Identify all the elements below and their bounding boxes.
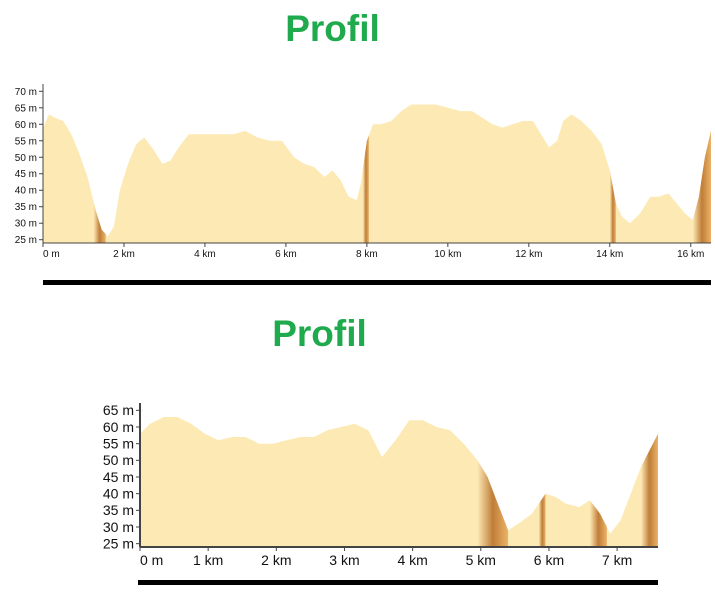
x-tick-label: 6 km <box>275 249 297 260</box>
chart-title-top: Profil <box>285 8 380 49</box>
y-tick-label: 40 m <box>103 486 134 502</box>
y-tick-label: 45 m <box>15 169 37 180</box>
y-tick-label: 65 m <box>15 103 37 114</box>
steep-gradient-band <box>538 417 546 547</box>
steep-gradient-band <box>589 417 607 547</box>
y-tick-label: 30 m <box>103 519 134 535</box>
y-tick-label: 25 m <box>103 536 134 552</box>
x-tick-label: 5 km <box>466 552 496 568</box>
y-tick-label: 50 m <box>15 153 37 164</box>
y-tick-label: 35 m <box>103 502 134 518</box>
steep-gradient-band <box>477 417 509 547</box>
x-tick-label: 0 m <box>43 249 60 260</box>
elevation-area <box>43 104 711 243</box>
x-tick-label: 2 km <box>113 249 135 260</box>
divider-line-bottom <box>138 580 658 585</box>
y-tick-label: 35 m <box>15 202 37 213</box>
steep-gradient-band <box>93 104 106 243</box>
x-tick-label: 7 km <box>602 552 632 568</box>
x-tick-label: 14 km <box>596 249 623 260</box>
x-tick-label: 16 km <box>677 249 704 260</box>
elevation-area <box>140 417 658 547</box>
x-tick-label: 1 km <box>193 552 223 568</box>
x-tick-label: 12 km <box>515 249 542 260</box>
divider-line-top <box>43 280 711 285</box>
steep-gradient-band <box>640 417 658 547</box>
x-tick-label: 8 km <box>356 249 378 260</box>
x-tick-label: 4 km <box>194 249 216 260</box>
steep-gradient-band <box>692 104 711 243</box>
y-tick-label: 70 m <box>15 87 37 98</box>
elevation-profile-chart-top: 25 m 30 m 35 m 40 m 45 m 50 m 55 m 60 m 65 m 70 m… <box>15 84 711 260</box>
x-tick-label: 3 km <box>329 552 359 568</box>
x-tick-label: 0 m <box>140 552 163 568</box>
elevation-profile-chart-bottom: 25 m30 m35 m40 m45 m50 m55 m60 m65 m 0 m 1… <box>103 402 658 568</box>
y-tick-label: 50 m <box>103 452 134 468</box>
y-tick-label: 60 m <box>103 419 134 435</box>
x-tick-label: 2 km <box>261 552 291 568</box>
chart-title-bottom: Profil <box>272 313 367 354</box>
y-tick-label: 60 m <box>15 120 37 131</box>
x-tick-label: 6 km <box>534 552 564 568</box>
y-tick-label: 30 m <box>15 219 37 230</box>
y-tick-label: 65 m <box>103 402 134 418</box>
steep-gradient-band <box>362 104 369 243</box>
y-tick-label: 45 m <box>103 469 134 485</box>
y-tick-label: 40 m <box>15 186 37 197</box>
x-tick-label: 4 km <box>397 552 427 568</box>
y-tick-label: 55 m <box>15 136 37 147</box>
y-tick-label: 25 m <box>15 235 37 246</box>
y-tick-label: 55 m <box>103 436 134 452</box>
steep-gradient-band <box>609 104 616 243</box>
x-tick-label: 10 km <box>434 249 461 260</box>
